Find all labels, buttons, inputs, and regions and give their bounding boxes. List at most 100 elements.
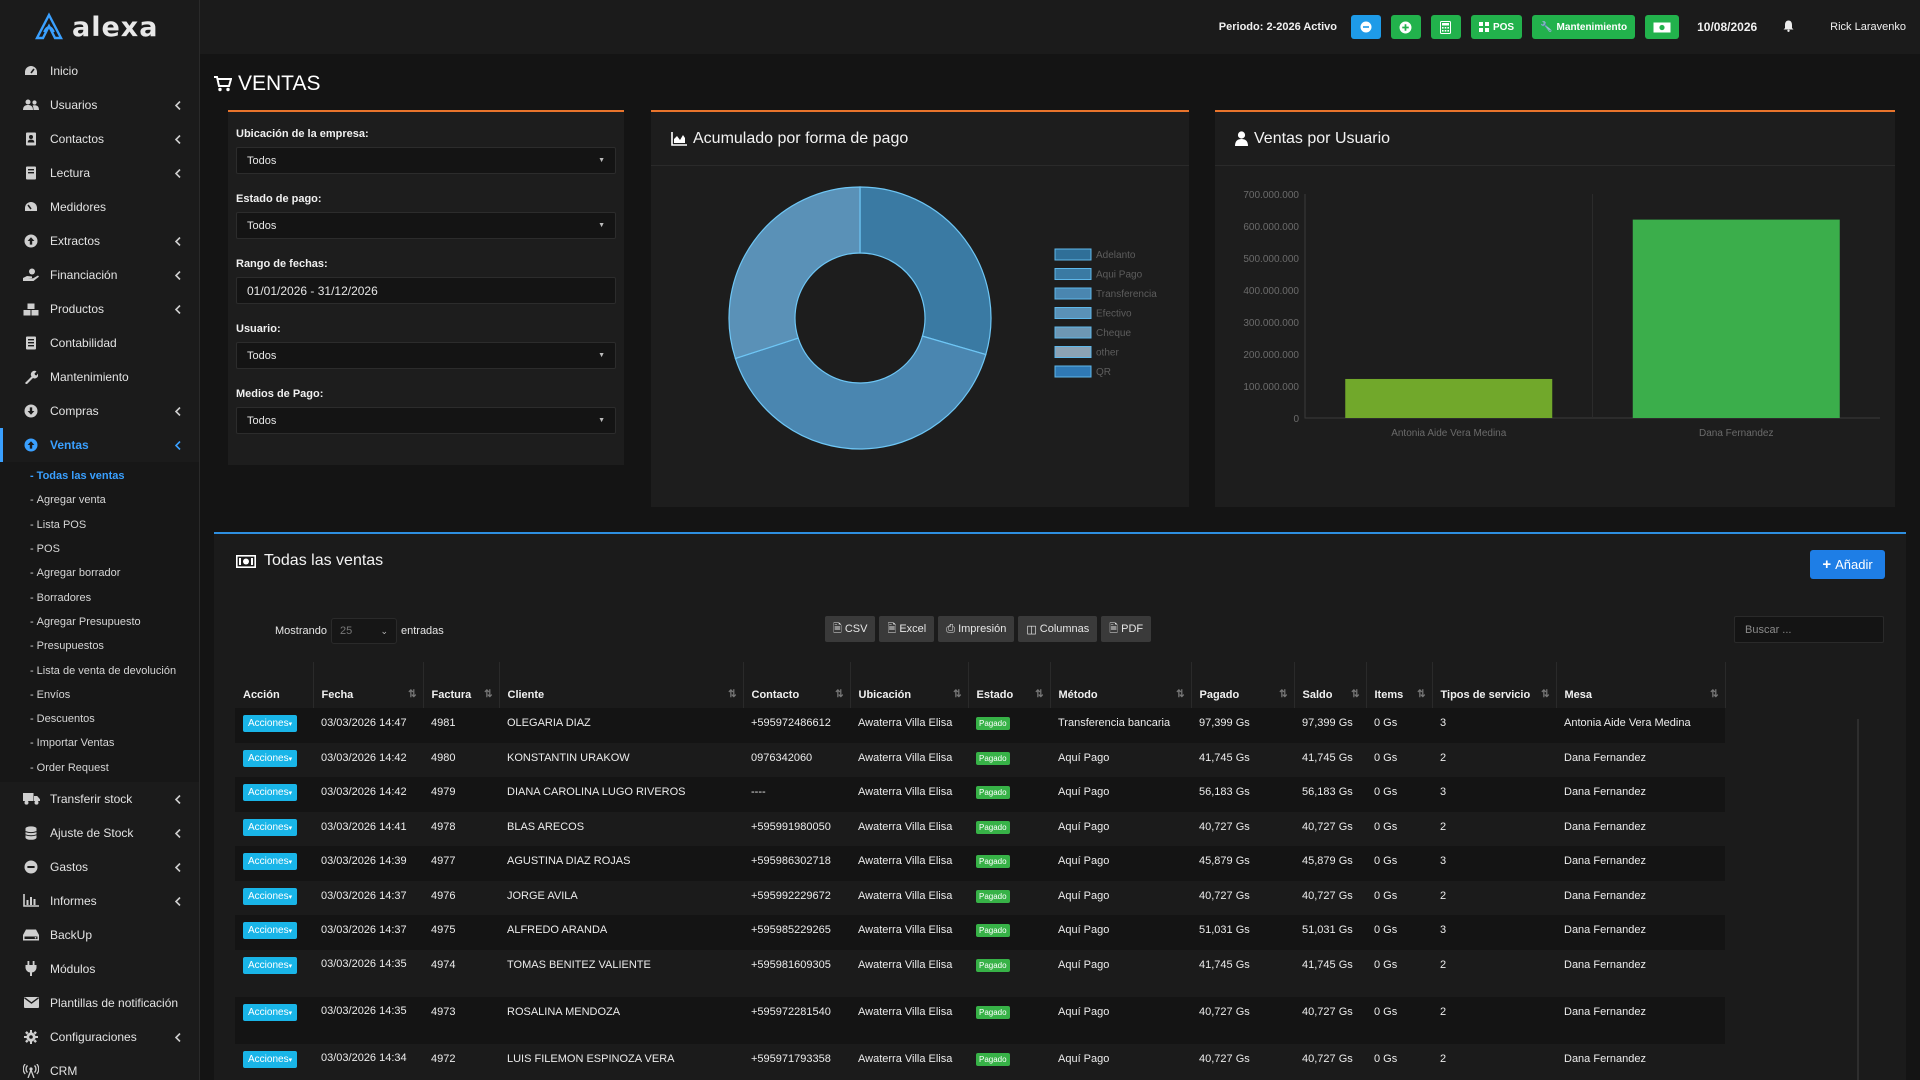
submenu-item-lista-pos[interactable]: Lista POS — [0, 513, 199, 537]
location-filter-select[interactable]: Todos ▼ — [236, 147, 616, 174]
sidebar-item-configuraciones[interactable]: Configuraciones — [0, 1020, 199, 1054]
submenu-item-presupuestos[interactable]: Presupuestos — [0, 634, 199, 658]
actions-dropdown-button[interactable]: Acciones▾ — [243, 1003, 298, 1021]
submenu-item-descuentos[interactable]: Descuentos — [0, 707, 199, 731]
submenu-item-todas-las-ventas[interactable]: Todas las ventas — [0, 464, 199, 488]
submenu-item-pos[interactable]: POS — [0, 537, 199, 561]
column-header[interactable]: Mesa ⇅ — [1556, 662, 1726, 708]
legend-label[interactable]: other — [1096, 348, 1119, 359]
table-row[interactable]: Acciones▾ 03/03/2026 14:35 4974 TOMAS BENIT… — [235, 949, 1725, 997]
pos-button[interactable]: POS — [1470, 15, 1523, 39]
table-row[interactable]: Acciones▾ 03/03/2026 14:42 4980 KONSTANTIN … — [235, 742, 1725, 777]
sidebar-item-compras[interactable]: Compras — [0, 394, 199, 428]
table-row[interactable]: Acciones▾ 03/03/2026 14:35 4973 ROSALINA ME… — [235, 996, 1725, 1044]
columns-button[interactable]: ◫ Columnas — [1018, 616, 1098, 642]
period-toggle-button[interactable] — [1350, 15, 1381, 39]
sort-icon[interactable]: ⇅ — [1279, 689, 1288, 700]
table-row[interactable]: Acciones▾ 03/03/2026 14:37 4976 JORGE AVILA… — [235, 880, 1725, 915]
date-range-input[interactable]: 01/01/2026 - 31/12/2026 — [236, 277, 616, 304]
table-row[interactable]: Acciones▾ 03/03/2026 14:42 4979 DIANA CAROL… — [235, 777, 1725, 812]
submenu-item-lista-de-venta-de-devolución[interactable]: Lista de venta de devolución — [0, 658, 199, 682]
column-header[interactable]: Método ⇅ — [1050, 662, 1192, 708]
sidebar-item-módulos[interactable]: Módulos — [0, 952, 199, 986]
cash-button[interactable] — [1645, 15, 1680, 39]
sort-icon[interactable]: ⇅ — [1176, 689, 1185, 700]
actions-dropdown-button[interactable]: Acciones▾ — [243, 922, 298, 939]
bar-dana-fernandez[interactable] — [1632, 219, 1840, 418]
sidebar-item-informes[interactable]: Informes — [0, 884, 199, 918]
submenu-item-envíos[interactable]: Envíos — [0, 683, 199, 707]
sort-icon[interactable]: ⇅ — [408, 689, 417, 700]
actions-dropdown-button[interactable]: Acciones▾ — [243, 818, 298, 836]
legend-label[interactable]: Efectivo — [1096, 309, 1132, 320]
bar-antonia-aide-vera-medina[interactable] — [1345, 378, 1553, 418]
user-menu[interactable]: Rick Laravenko — [1830, 21, 1906, 33]
actions-dropdown-button[interactable]: Acciones▾ — [243, 749, 298, 767]
sidebar-item-contactos[interactable]: Contactos — [0, 122, 199, 156]
add-button[interactable] — [1390, 15, 1421, 39]
payment-method-filter-select[interactable]: Todos ▼ — [236, 407, 616, 434]
sidebar-item-extractos[interactable]: Extractos — [0, 224, 199, 258]
legend-label[interactable]: Cheque — [1096, 328, 1131, 339]
actions-dropdown-button[interactable]: Acciones▾ — [243, 1050, 298, 1068]
column-header[interactable]: Items ⇅ — [1366, 662, 1433, 708]
table-scrollbar[interactable] — [1857, 719, 1859, 1080]
column-header[interactable]: Pagado ⇅ — [1191, 662, 1295, 708]
sidebar-item-lectura[interactable]: Lectura — [0, 156, 199, 190]
column-header[interactable]: Acción — [235, 662, 314, 708]
bell-icon[interactable] — [1783, 20, 1794, 35]
add-sale-button[interactable]: + Añadir — [1810, 550, 1885, 579]
sidebar-item-usuarios[interactable]: Usuarios — [0, 88, 199, 122]
actions-dropdown-button[interactable]: Acciones▾ — [243, 853, 298, 870]
actions-dropdown-button[interactable]: Acciones▾ — [243, 784, 298, 801]
column-header[interactable]: Fecha ⇅ — [313, 662, 424, 708]
brand-logo[interactable]: alexa — [0, 0, 199, 54]
table-row[interactable]: Acciones▾ 03/03/2026 14:39 4977 AGUSTINA DI… — [235, 846, 1725, 881]
column-header[interactable]: Saldo ⇅ — [1294, 662, 1367, 708]
column-header[interactable]: Estado ⇅ — [968, 662, 1051, 708]
actions-dropdown-button[interactable]: Acciones▾ — [243, 956, 298, 974]
sort-icon[interactable]: ⇅ — [1541, 689, 1550, 700]
sidebar-item-crm[interactable]: CRM — [0, 1054, 199, 1080]
legend-label[interactable]: Transferencia — [1096, 289, 1157, 300]
page-length-select[interactable]: 25 ⌄ — [330, 618, 397, 644]
sidebar-item-ventas[interactable]: Ventas — [0, 428, 199, 462]
sort-icon[interactable]: ⇅ — [1710, 689, 1719, 700]
sort-icon[interactable]: ⇅ — [484, 689, 493, 700]
submenu-item-agregar-borrador[interactable]: Agregar borrador — [0, 561, 199, 585]
submenu-item-borradores[interactable]: Borradores — [0, 585, 199, 609]
payment-status-filter-select[interactable]: Todos ▼ — [236, 212, 616, 239]
submenu-item-agregar-venta[interactable]: Agregar venta — [0, 488, 199, 512]
sidebar-item-inicio[interactable]: Inicio — [0, 54, 199, 88]
export-pdf-button[interactable]: 🗎 PDF — [1101, 616, 1152, 642]
export-csv-button[interactable]: 🗎 CSV — [825, 616, 876, 642]
submenu-item-agregar-presupuesto[interactable]: Agregar Presupuesto — [0, 610, 199, 634]
actions-dropdown-button[interactable]: Acciones▾ — [243, 887, 298, 905]
submenu-item-importar-ventas[interactable]: Importar Ventas — [0, 731, 199, 755]
user-filter-select[interactable]: Todos ▼ — [236, 342, 616, 369]
sidebar-item-productos[interactable]: Productos — [0, 292, 199, 326]
sidebar-item-mantenimiento[interactable]: Mantenimiento — [0, 360, 199, 394]
legend-label[interactable]: Adelanto — [1096, 250, 1136, 261]
sidebar-item-plantillas-de-notificación[interactable]: Plantillas de notificación — [0, 986, 199, 1020]
pie-slice-efectivo[interactable] — [728, 186, 861, 360]
table-row[interactable]: Acciones▾ 03/03/2026 14:47 4981 OLEGARIA DI… — [235, 708, 1725, 743]
sort-icon[interactable]: ⇅ — [835, 689, 844, 700]
table-row[interactable]: Acciones▾ 03/03/2026 14:41 4978 BLAS ARECOS… — [235, 811, 1725, 846]
actions-dropdown-button[interactable]: Acciones▾ — [243, 715, 298, 732]
maintenance-button[interactable]: 🔧 Mantenimiento — [1532, 15, 1636, 39]
sidebar-item-medidores[interactable]: Medidores — [0, 190, 199, 224]
column-header[interactable]: Contacto ⇅ — [743, 662, 851, 708]
sidebar-item-backup[interactable]: BackUp — [0, 918, 199, 952]
pie-slice-aqui-pago[interactable] — [859, 186, 992, 356]
sort-icon[interactable]: ⇅ — [1351, 689, 1360, 700]
legend-label[interactable]: Aqui Pago — [1096, 270, 1143, 281]
sidebar-item-contabilidad[interactable]: Contabilidad — [0, 326, 199, 360]
sidebar-item-ajuste-de-stock[interactable]: Ajuste de Stock — [0, 816, 199, 850]
search-input[interactable]: Buscar ... — [1734, 616, 1884, 643]
calculator-button[interactable] — [1430, 15, 1461, 39]
sort-icon[interactable]: ⇅ — [1035, 689, 1044, 700]
sidebar-item-transferir-stock[interactable]: Transferir stock — [0, 782, 199, 816]
sort-icon[interactable]: ⇅ — [1417, 689, 1426, 700]
column-header[interactable]: Ubicación ⇅ — [850, 662, 969, 708]
